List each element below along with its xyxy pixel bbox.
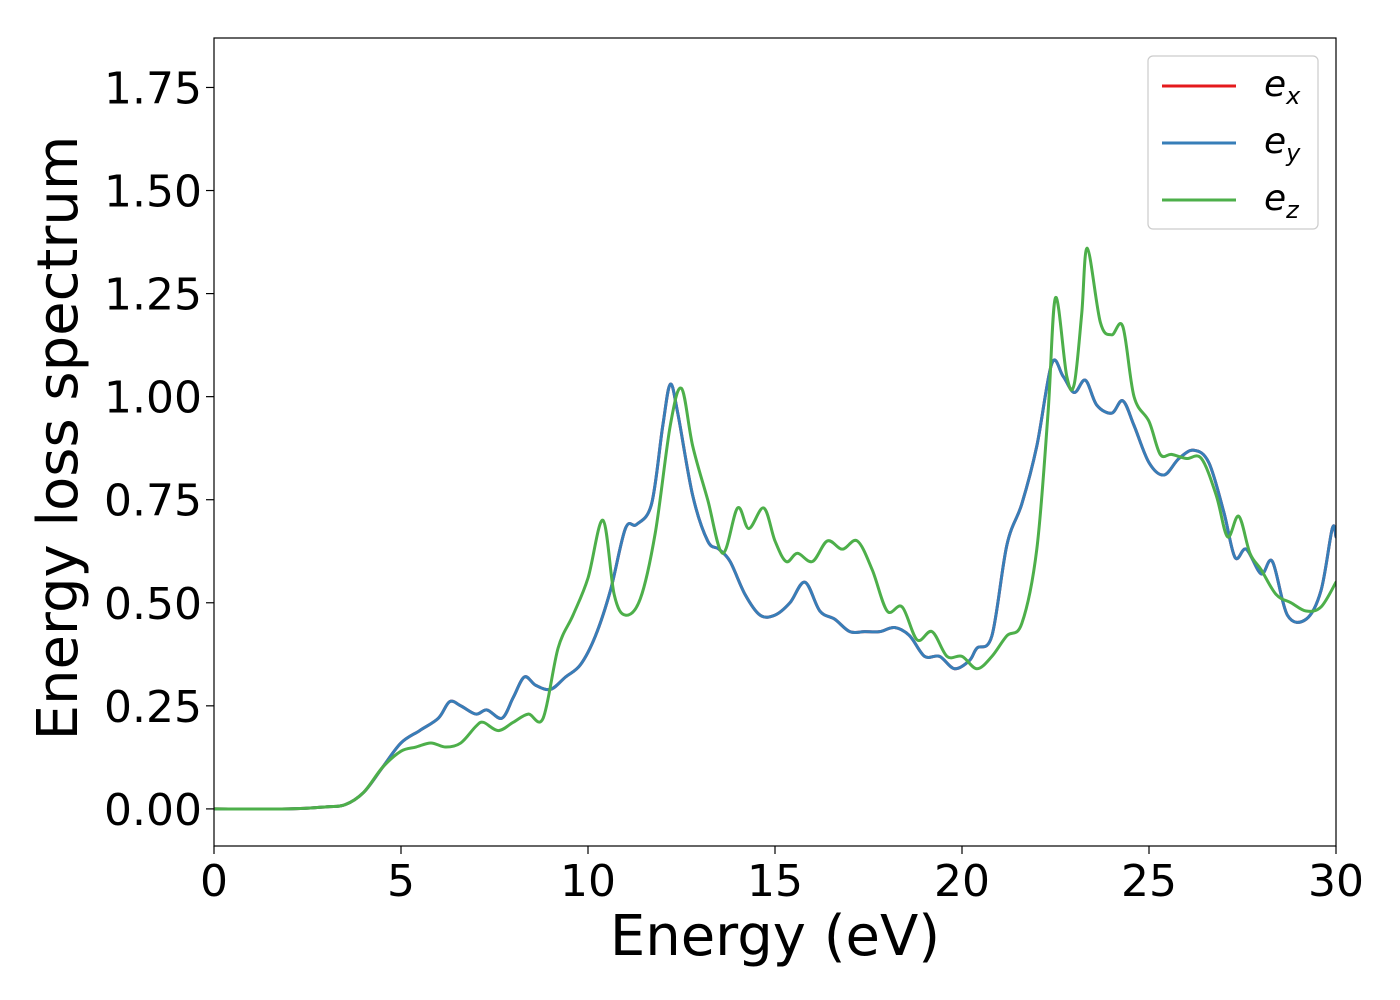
x-tick-label: 15 [747, 856, 803, 907]
x-tick-label: 0 [200, 856, 228, 907]
y-tick-label: 1.50 [104, 167, 202, 218]
series-line-e-y [214, 358, 1336, 811]
y-tick-label: 1.25 [104, 270, 202, 321]
x-tick-label: 10 [560, 856, 616, 907]
x-tick-label: 20 [934, 856, 990, 907]
legend: ex ey ez [1147, 55, 1319, 230]
y-tick-label: 1.00 [104, 373, 202, 424]
y-tick-label: 0.50 [104, 579, 202, 630]
x-axis-label: Energy (eV) [610, 904, 940, 969]
x-tick-label: 5 [387, 856, 415, 907]
y-axis-ticks: 0.00 0.25 0.50 0.75 1.00 1.25 1.50 1.75 [104, 63, 214, 836]
series-layer [214, 246, 1336, 811]
legend-label-x: ex [1264, 64, 1301, 110]
x-tick-label: 30 [1308, 856, 1364, 907]
x-axis-ticks: 0 5 10 15 20 25 30 [200, 846, 1364, 907]
legend-label-z: ez [1264, 178, 1300, 224]
y-axis-label: Energy loss spectrum [26, 136, 91, 741]
series-line-e-z [214, 246, 1336, 811]
legend-label-y: ey [1264, 121, 1301, 167]
x-tick-label: 25 [1121, 856, 1177, 907]
y-tick-label: 0.75 [104, 476, 202, 527]
y-tick-label: 0.25 [104, 682, 202, 733]
y-tick-label: 0.00 [104, 785, 202, 836]
y-tick-label: 1.75 [104, 63, 202, 114]
